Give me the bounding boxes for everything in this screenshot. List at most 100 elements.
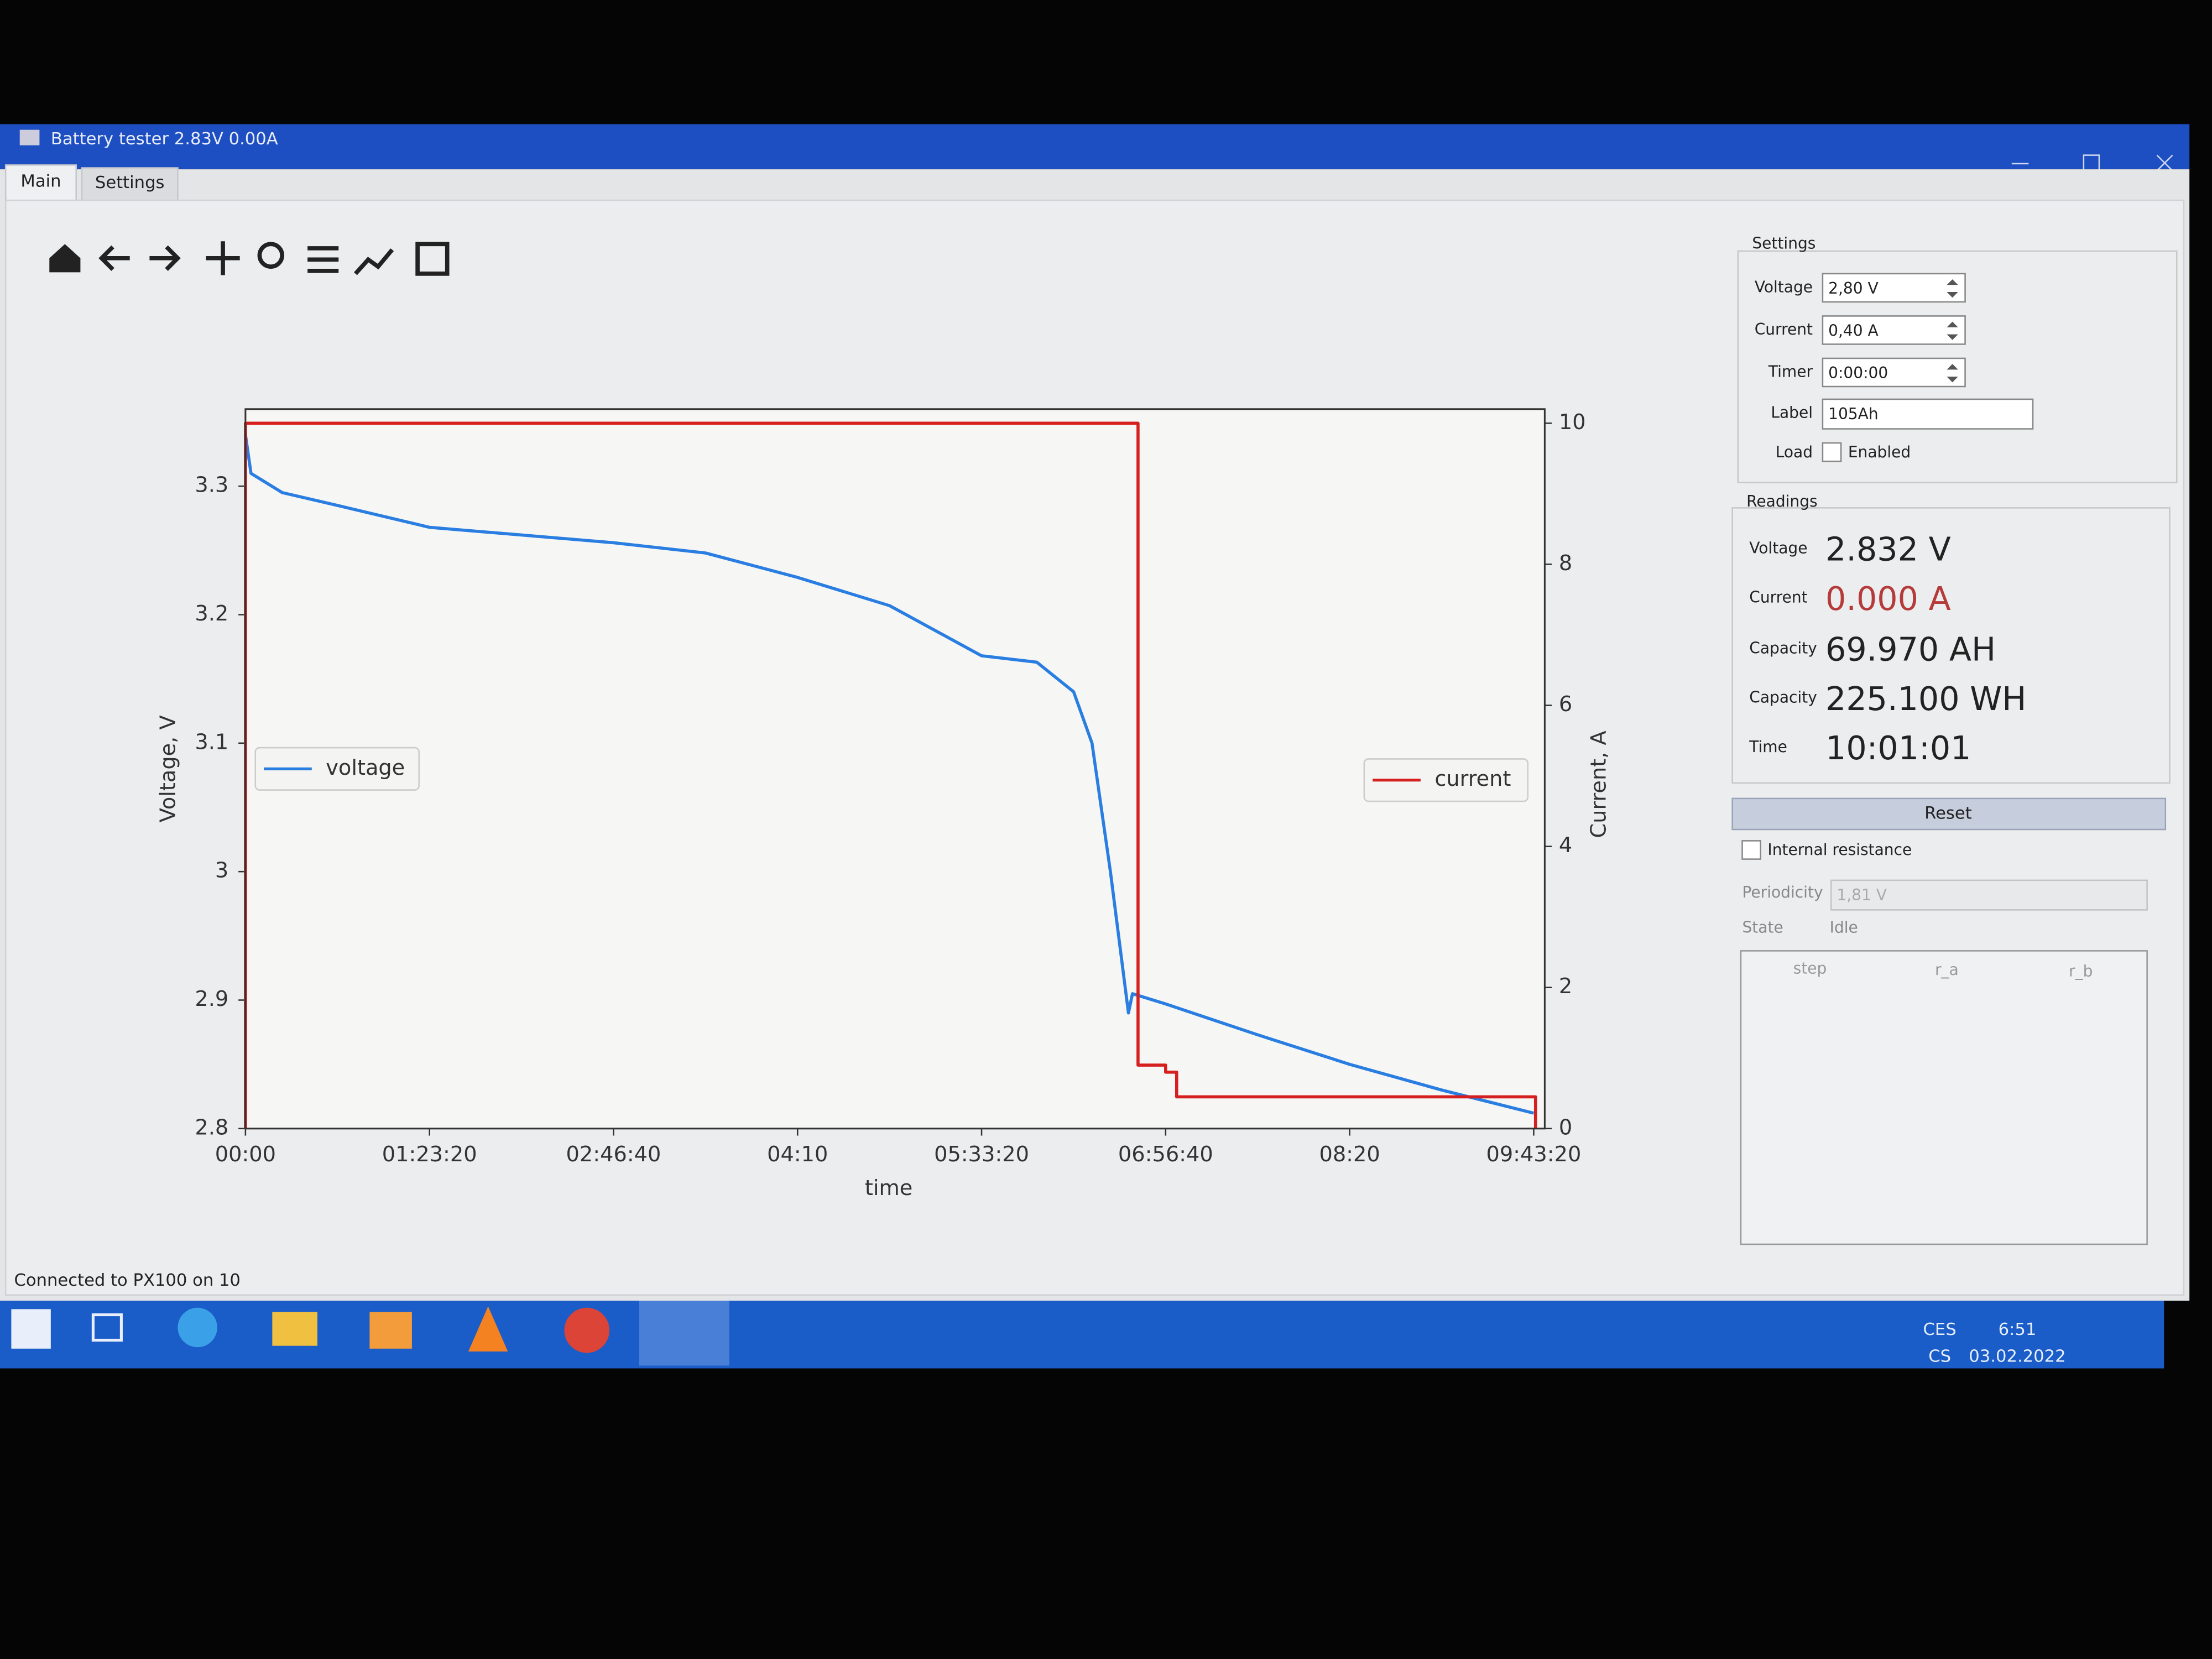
field-label: Periodicity [1743,883,1823,901]
plot-area [245,409,1545,1129]
reading-label: Capacity [1749,688,1817,707]
taskbar [0,1301,2164,1369]
y-axis-label: Voltage, V [156,715,181,822]
state-value: Idle [1830,919,1858,937]
chrome-icon[interactable] [564,1307,610,1353]
spinbox[interactable] [1822,315,1966,345]
combobox[interactable] [1830,879,2148,911]
y2-tick-label: 10 [1559,410,1586,435]
readings-group [1731,507,2171,784]
active-app[interactable] [639,1301,729,1366]
language[interactable]: CES [1923,1320,1957,1339]
legend-label: voltage [326,755,405,780]
y-tick-label: 3.1 [195,729,228,754]
combobox-value[interactable]: 1,81 V [1837,886,1887,904]
results-table [1740,950,2148,1245]
task-view[interactable] [91,1313,123,1342]
start-button[interactable] [11,1309,51,1349]
checkbox-label[interactable]: Internal resistance [1767,841,1912,859]
reading-label: Current [1749,588,1807,607]
clock-date[interactable]: 03.02.2022 [1969,1347,2065,1366]
y2-tick-label: 2 [1559,974,1572,999]
reading-value: 225.100 WH [1825,680,2026,718]
reading-value: 10:01:01 [1825,729,1971,767]
toolbar [49,241,450,276]
tab-label[interactable]: Main [20,172,61,191]
edit-button[interactable] [354,248,394,275]
field-label: Label [1771,403,1813,421]
field-label: Voltage [1755,278,1813,296]
x-tick-label: 00:00 [215,1142,276,1167]
reading-value: 69.970 AH [1825,631,1996,669]
forward-button[interactable] [149,245,181,271]
reading-label: Capacity [1749,639,1817,657]
app-icon [19,129,40,145]
taskbar-icons [11,1301,729,1366]
tab-label[interactable]: Settings [95,173,165,192]
configure-button[interactable] [307,246,339,273]
x-axis-label: time [865,1176,912,1201]
x-tick-label: 04:10 [767,1142,828,1167]
column-header: r_a [1935,961,1959,979]
language[interactable]: CS [1928,1347,1951,1366]
spinbox[interactable] [1822,273,1966,303]
x-tick-label: 05:33:20 [934,1142,1029,1167]
chart: time Voltage, V Current, A 00:00 01:23:20… [156,408,1611,1201]
legend-box [1363,758,1529,802]
checkbox[interactable] [1741,840,1761,860]
x-tick-label: 09:43:20 [1486,1142,1582,1167]
column-header: step [1793,959,1827,978]
pan-button[interactable] [206,241,240,275]
y-tick-label: 2.9 [195,987,228,1011]
explorer-icon[interactable] [272,1312,317,1346]
y-tick-label: 3 [215,858,228,883]
legend-label: current [1434,766,1511,791]
field-label: Current [1755,320,1813,338]
series-line [244,421,1537,1129]
legend-box [254,747,420,791]
reset-label[interactable]: Reset [1924,804,1972,823]
field-label: Timer [1768,362,1813,380]
reading-value: 0.000 A [1825,580,1951,618]
group-title: Settings [1752,234,1815,252]
field-label: Load [1776,443,1813,461]
checkbox-label[interactable]: Enabled [1848,443,1911,461]
settings-group [1737,250,2178,483]
vlc-icon[interactable] [468,1306,508,1352]
field-value[interactable]: 0:00:00 [1828,364,1888,382]
series-line [244,434,1535,1115]
x-tick-label: 06:56:40 [1118,1142,1213,1167]
column-header: r_b [2069,962,2093,980]
media-icon[interactable] [369,1312,412,1349]
clock-time[interactable]: 6:51 [1999,1320,2037,1339]
reading-value: 2.832 V [1825,531,1951,568]
reading-label: Voltage [1749,539,1807,557]
home-button[interactable] [49,244,81,273]
save-button[interactable] [415,242,450,276]
zoom-button[interactable] [257,242,285,269]
tab[interactable] [4,164,77,201]
spinbox[interactable] [1822,357,1966,388]
y2-tick-label: 8 [1559,551,1572,576]
text-field[interactable] [1822,398,2034,430]
field-label: State [1743,919,1783,937]
y-tick-label: 2.8 [195,1115,228,1140]
spin-arrows[interactable] [1947,279,1958,383]
title-bar [0,124,2190,170]
field-value[interactable]: 0,40 A [1828,321,1879,340]
field-value[interactable]: 105Ah [1828,405,1879,423]
y2-tick-label: 0 [1559,1115,1572,1140]
x-tick-label: 08:20 [1319,1142,1380,1167]
window-title: Battery tester 2.83V 0.00A [51,129,278,149]
back-button[interactable] [98,245,130,271]
checkbox[interactable] [1822,442,1842,462]
field-value[interactable]: 2,80 V [1828,279,1879,298]
x-tick-label: 02:46:40 [566,1142,661,1167]
ie-icon[interactable] [178,1307,217,1348]
tab[interactable] [81,167,179,201]
y-tick-label: 3.3 [195,473,228,498]
close[interactable] [2156,154,2173,171]
reset-button[interactable] [1731,797,2167,831]
y2-tick-label: 6 [1559,692,1572,717]
